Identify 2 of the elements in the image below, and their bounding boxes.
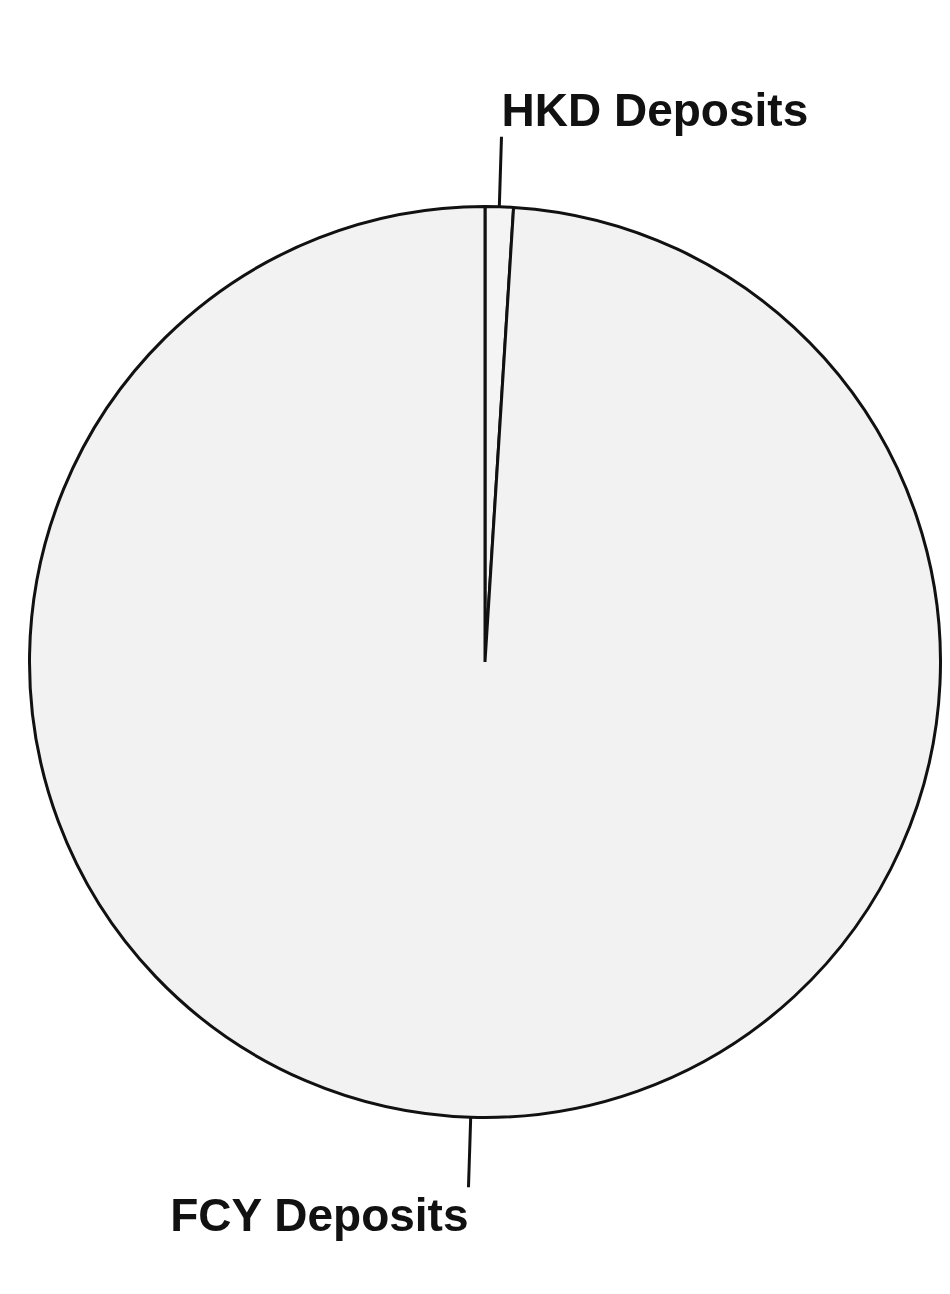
slice-label: HKD Deposits <box>501 84 809 137</box>
slice-label: FCY Deposits <box>170 1188 469 1241</box>
